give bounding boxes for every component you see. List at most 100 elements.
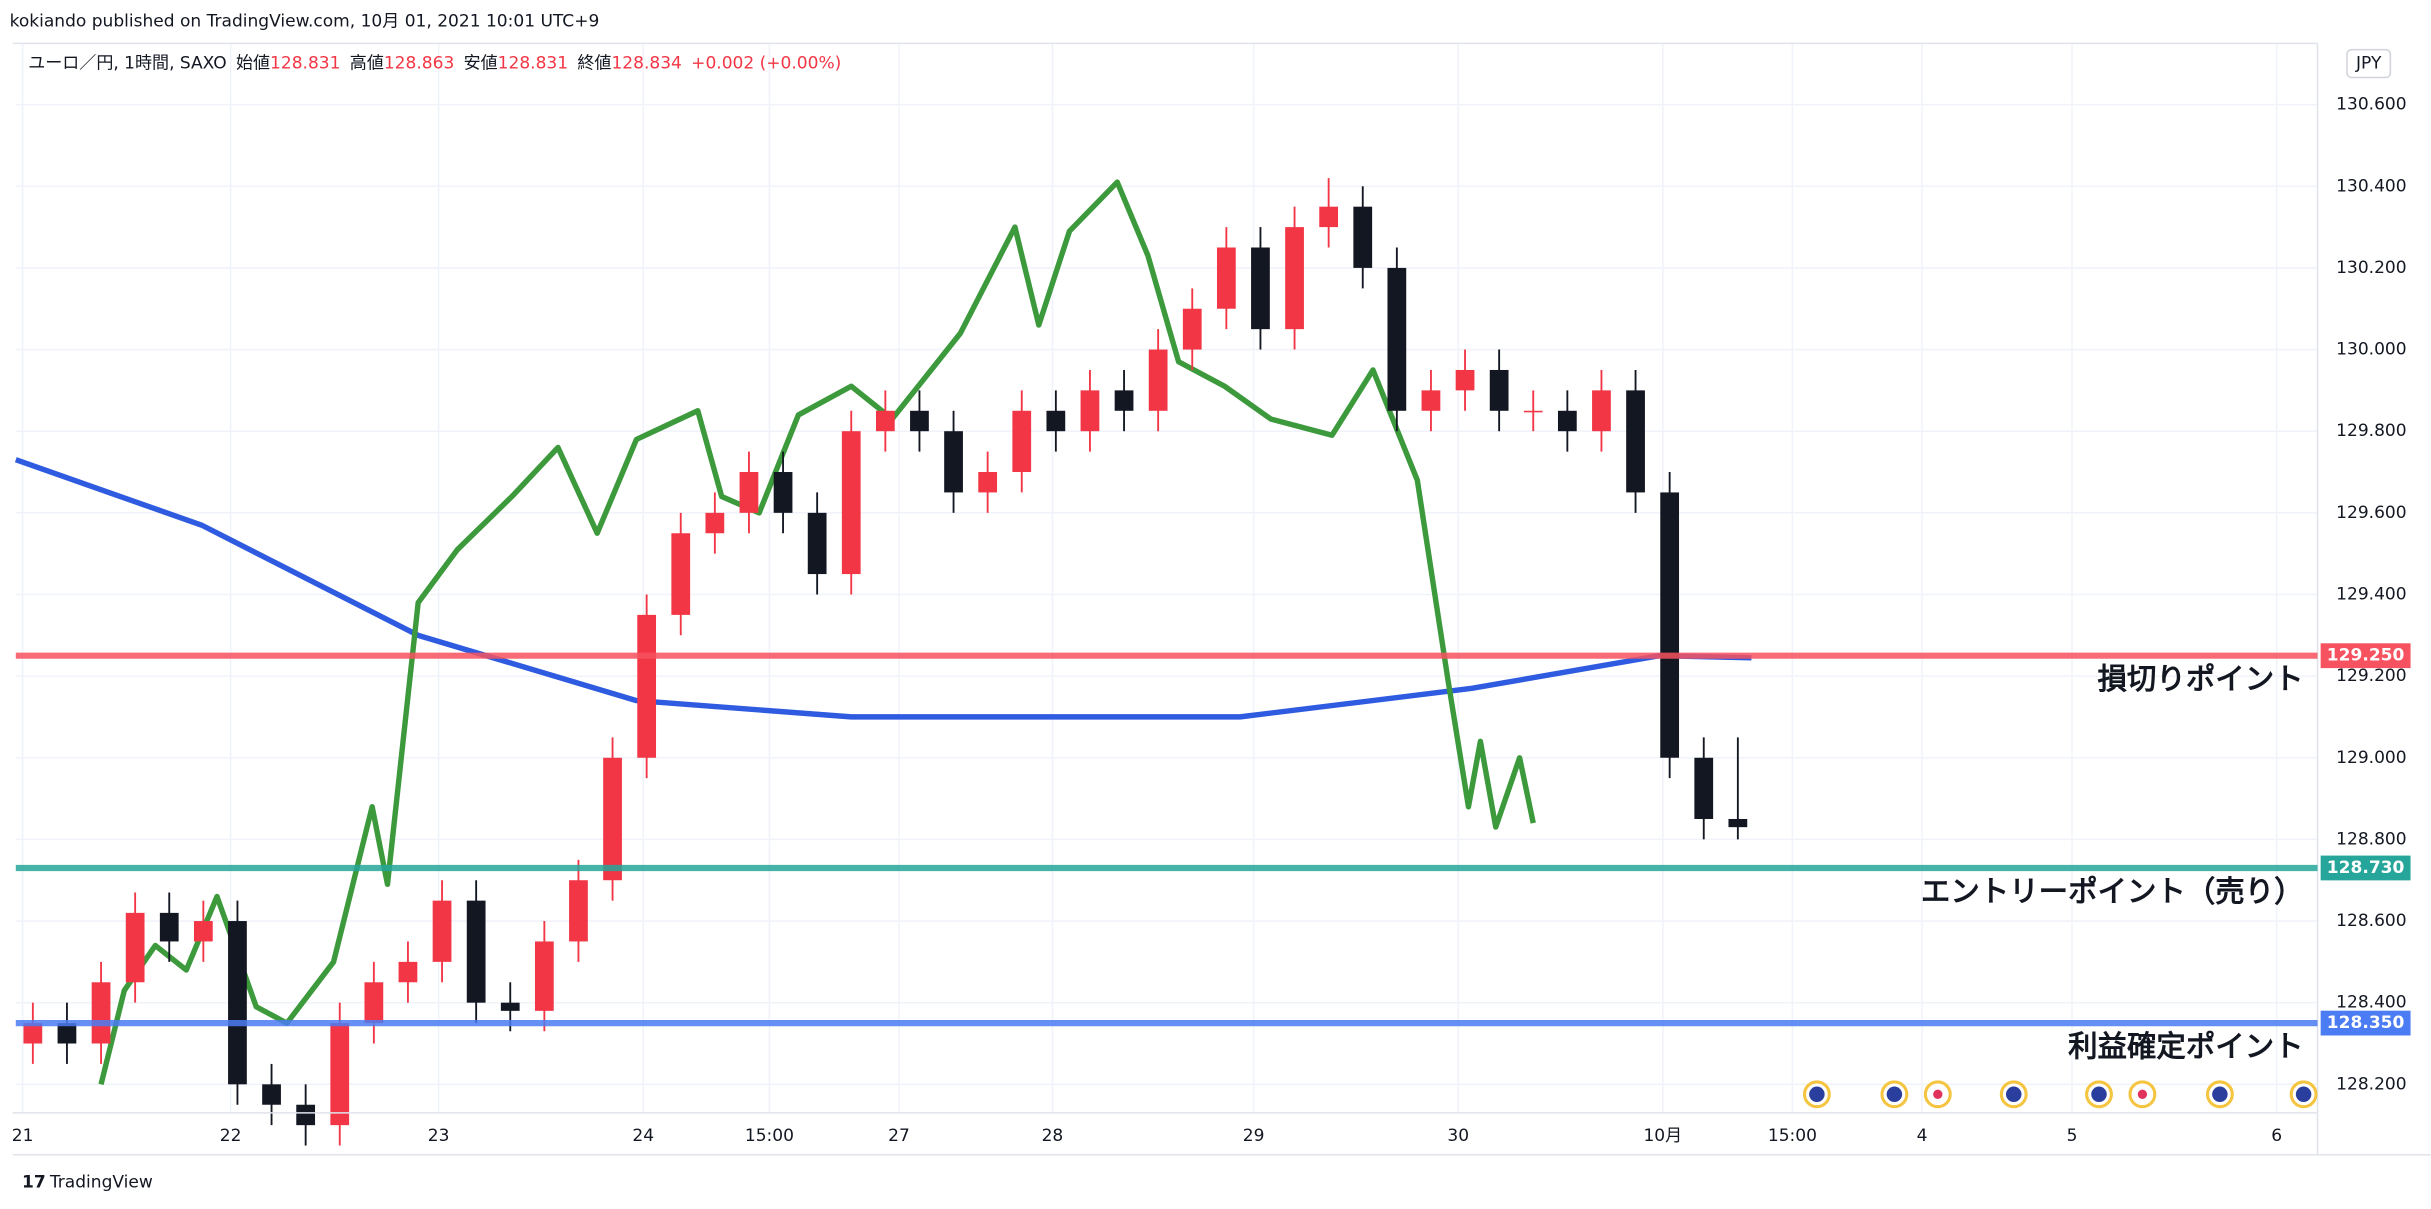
indicator-line [98,179,1536,1086]
price-tag-label: 128.350 [2327,1013,2405,1033]
level-label: 損切りポイント [2098,662,2304,696]
candle-body [330,1023,350,1126]
candle-body [1353,206,1373,268]
legend-change: +0.002 (+0.00%) [691,54,841,74]
candle-body [739,472,759,513]
candle-body [1694,757,1714,819]
currency-box [2346,48,2392,79]
candle-body [1080,390,1100,432]
candle-body [398,961,418,983]
price-tag-label: 129.250 [2327,646,2405,666]
candle-body [1387,267,1407,411]
legend-label: 安値 [464,54,498,74]
x-tick-label: 27 [888,1126,910,1146]
candle-body [1046,410,1066,432]
x-tick-label: 21 [12,1126,34,1146]
candle-body [1523,410,1543,413]
candle-body [1012,410,1032,473]
candle-body [1489,369,1509,411]
candle-body [262,1084,281,1105]
y-tick-label: 130.600 [2336,95,2406,115]
level-label: 利益確定ポイント [2068,1029,2304,1063]
candle-body [500,1002,520,1011]
y-tick-label: 128.600 [2336,911,2406,931]
y-tick-label: 129.200 [2336,666,2406,686]
candle-body [637,614,657,758]
candle-body [296,1104,316,1126]
candle-body [569,880,588,942]
x-tick-label: 28 [1042,1126,1064,1146]
publish-header: kokiando published on TradingView.com, 1… [10,12,600,32]
candle-body [944,431,963,493]
price-tag [2320,855,2411,881]
candle-body [432,900,452,962]
candle-body [1148,349,1168,411]
y-tick-label: 130.400 [2336,176,2406,196]
y-tick-label: 130.200 [2336,258,2406,278]
x-tick-label: 30 [1447,1126,1469,1146]
candle-body [671,533,691,615]
price-tag [2320,1010,2411,1036]
candle-body [1557,410,1577,432]
candle-body [773,472,793,513]
legend-value: 128.831 [498,54,568,74]
logo-mark: 𝟭𝟳 [22,1173,46,1193]
candle-body [228,921,247,1085]
legend: ユーロ／円, 1時間, SAXO 始値128.831 高値128.863 安値128.… [28,54,841,74]
candle-body [159,912,179,942]
candle-body [1660,492,1680,758]
candle-body [1114,390,1134,411]
legend-label: 始値 [236,54,270,74]
y-tick-label: 128.400 [2336,993,2406,1013]
footer: TradingView [49,1173,153,1193]
x-tick-label: 4 [1917,1126,1928,1146]
x-tick-label: 15:00 [745,1126,794,1146]
x-tick-label: 5 [2067,1126,2078,1146]
y-tick-label: 129.800 [2336,421,2406,441]
event-icons [1802,1080,2318,1109]
candle-body [705,512,725,534]
x-tick-label: 29 [1243,1126,1265,1146]
candle-body [1592,390,1611,432]
y-tick-label: 129.600 [2336,503,2406,523]
candle-body [466,900,486,1003]
legend-value: 128.863 [384,54,454,74]
plot [14,43,2318,1146]
candle-body [875,410,895,432]
candle-body [125,912,145,983]
candle-body [91,982,111,1044]
candle-body [1421,390,1441,411]
candle-body [1216,247,1236,309]
candle-body [1626,390,1645,493]
candle-body [1251,247,1270,330]
x-tick-label: 15:00 [1768,1126,1817,1146]
y-tick-label: 129.000 [2336,748,2406,768]
candle-body [807,512,827,575]
candle-body [910,410,929,432]
x-tick-label: 22 [220,1126,242,1146]
y-tick-label: 128.800 [2336,829,2406,849]
x-tick-label: 10月 [1643,1126,1682,1146]
legend-value: 128.831 [270,54,340,74]
y-tick-label: 129.400 [2336,584,2406,604]
level-label: エントリーポイント（売り） [1921,874,2304,908]
y-tick-label: 130.000 [2336,340,2406,360]
price-tag-label: 128.730 [2327,858,2405,878]
legend-label: 終値 [577,54,611,74]
x-tick-label: 24 [632,1126,654,1146]
indicator-line [14,457,1752,720]
candle-body [193,921,213,942]
legend-label: 高値 [350,54,384,74]
candle-body [1728,818,1748,828]
symbol: ユーロ／円, 1時間, SAXO [28,54,226,74]
y-tick-label: 128.200 [2336,1074,2406,1094]
currency: JPY [2355,54,2382,74]
x-tick-label: 6 [2271,1126,2282,1146]
candle-body [1455,369,1475,391]
candle-body [1182,308,1202,350]
candle-body [603,757,622,881]
legend-value: 128.834 [611,54,681,74]
